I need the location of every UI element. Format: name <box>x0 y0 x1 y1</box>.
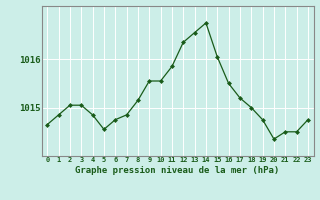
X-axis label: Graphe pression niveau de la mer (hPa): Graphe pression niveau de la mer (hPa) <box>76 166 280 175</box>
